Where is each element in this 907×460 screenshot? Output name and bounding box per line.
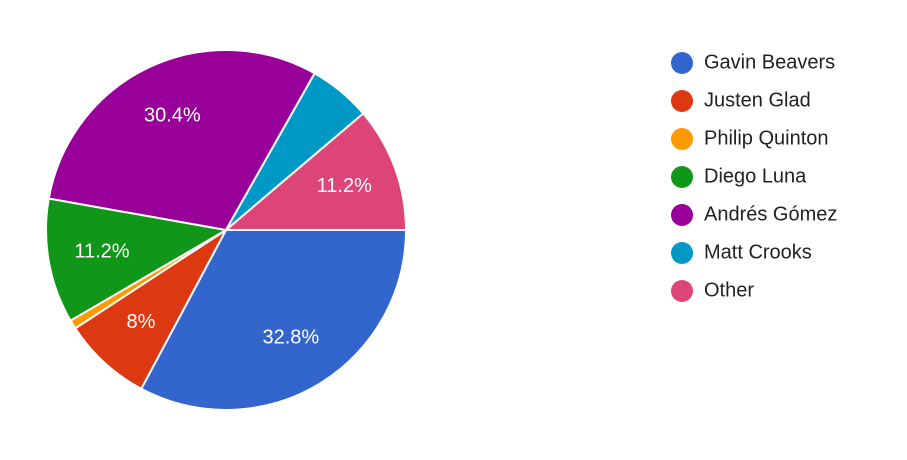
pie-slice: [73, 229, 227, 391]
pie-slice: [47, 49, 317, 232]
legend-marker: [671, 166, 693, 188]
legend-marker: [671, 90, 693, 112]
legend-label: Justen Glad: [704, 89, 811, 111]
legend-marker: [671, 204, 693, 226]
legend-label: Diego Luna: [704, 165, 807, 187]
legend-label: Gavin Beavers: [704, 51, 835, 73]
legend-label: Matt Crooks: [704, 241, 812, 263]
data-label: 32.8%: [262, 326, 319, 348]
legend-marker: [671, 128, 693, 150]
pie-slice: [139, 229, 408, 411]
data-label: 11.2%: [317, 175, 372, 197]
legend-marker: [671, 242, 693, 264]
pie-slice: [45, 197, 229, 323]
data-label: 30.4%: [144, 104, 201, 126]
data-label: 8%: [126, 311, 155, 333]
legend-label: Other: [704, 279, 754, 301]
pie-slice: [223, 112, 408, 231]
legend-label: Philip Quinton: [704, 127, 829, 149]
legend-marker: [671, 52, 693, 74]
legend-label: Andrés Gómez: [704, 203, 837, 225]
data-label: 11.2%: [74, 240, 129, 262]
legend-marker: [671, 280, 693, 302]
